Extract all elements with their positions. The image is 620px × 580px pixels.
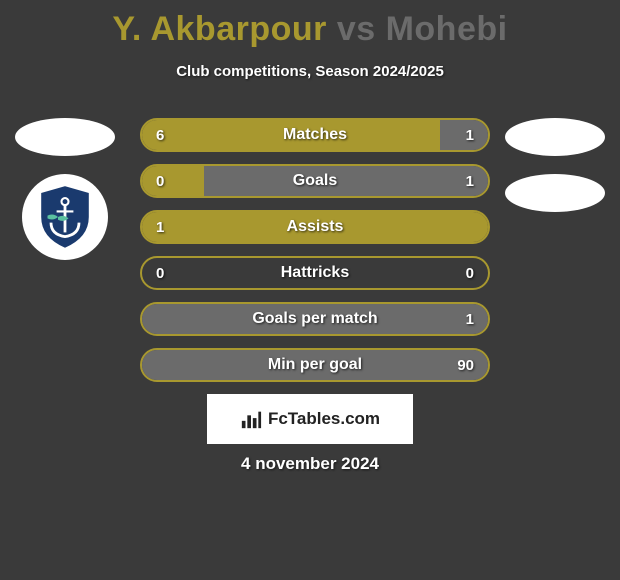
player1-badges <box>10 118 120 260</box>
player2-name: Mohebi <box>386 10 508 48</box>
bar-label: Matches <box>142 120 488 150</box>
bar-value-p2: 1 <box>466 166 474 196</box>
date-label: 4 november 2024 <box>0 454 620 474</box>
stat-bar: Min per goal90 <box>140 348 490 382</box>
bar-value-p2: 1 <box>466 120 474 150</box>
bar-value-p1: 0 <box>156 258 164 288</box>
player2-club-placeholder <box>505 174 605 212</box>
stats-bars: Matches61Goals01Assists1Hattricks00Goals… <box>140 118 490 382</box>
bar-label: Goals <box>142 166 488 196</box>
stat-bar: Assists1 <box>140 210 490 244</box>
vs-separator: vs <box>327 10 386 48</box>
player1-avatar-placeholder <box>15 118 115 156</box>
stat-bar: Goals per match1 <box>140 302 490 336</box>
player2-badges <box>500 118 610 212</box>
attribution-text: FcTables.com <box>268 409 380 429</box>
bar-value-p2: 1 <box>466 304 474 334</box>
bar-label: Assists <box>142 212 488 242</box>
anchor-shield-icon <box>30 182 100 252</box>
player1-club-badge <box>22 174 108 260</box>
comparison-card: Y. Akbarpour vs Mohebi Club competitions… <box>0 0 620 580</box>
player1-name: Y. Akbarpour <box>112 10 326 48</box>
attribution-badge: FcTables.com <box>207 394 413 444</box>
bar-label: Goals per match <box>142 304 488 334</box>
player2-avatar-placeholder <box>505 118 605 156</box>
subtitle: Club competitions, Season 2024/2025 <box>0 63 620 80</box>
stat-bar: Hattricks0 0 <box>140 256 490 290</box>
bar-value-p2: 90 <box>457 350 474 380</box>
bars-logo-icon <box>240 408 262 430</box>
stat-bar: Goals0 1 <box>140 164 490 198</box>
bar-value-p2: 0 <box>466 258 474 288</box>
bar-label: Min per goal <box>142 350 488 380</box>
stat-bar: Matches6 1 <box>140 118 490 152</box>
bar-value-p1: 0 <box>156 166 164 196</box>
bar-value-p1: 1 <box>156 212 164 242</box>
bar-label: Hattricks <box>142 258 488 288</box>
page-title: Y. Akbarpour vs Mohebi <box>0 0 620 49</box>
bar-value-p1: 6 <box>156 120 164 150</box>
